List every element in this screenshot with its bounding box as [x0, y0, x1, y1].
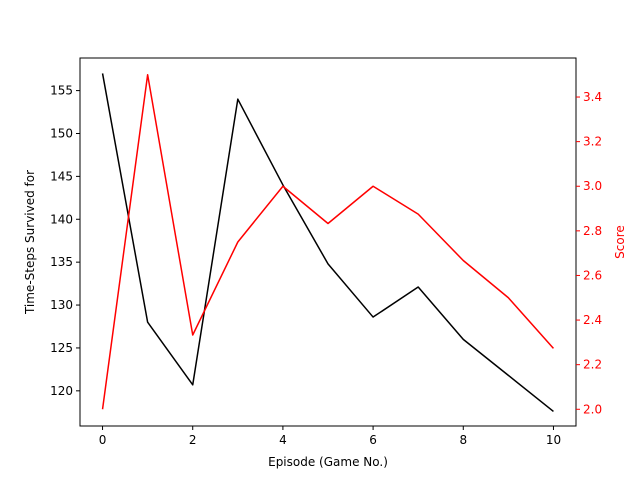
- left-y-tick-label: 140: [50, 212, 73, 226]
- left-y-tick-label: 125: [50, 341, 73, 355]
- axes-layer: 0 2 4 6 8 10 120 125 130 135 140 145 150 155 2.0 2.2 2.4…: [50, 57, 602, 447]
- x-tick-label: 2: [189, 433, 197, 447]
- x-axis-label: Episode (Game No.): [268, 455, 388, 469]
- plot-frame: [79, 57, 577, 427]
- x-tick-label: 10: [546, 433, 561, 447]
- left-y-tick-label: 135: [50, 255, 73, 269]
- left-y-tick-label: 155: [50, 84, 73, 98]
- time-steps-series-line: [101, 73, 554, 413]
- left-y-tick-label: 130: [50, 298, 73, 312]
- right-y-tick-label: 2.8: [583, 224, 602, 238]
- series-layer: [101, 73, 555, 413]
- right-y-tick-label: 3.2: [583, 135, 602, 149]
- score-series-line: [101, 73, 555, 410]
- right-y-tick-label: 2.2: [583, 358, 602, 372]
- right-y-tick-label: 2.0: [583, 402, 602, 416]
- x-tick-label: 0: [99, 433, 107, 447]
- right-y-tick-label: 3.4: [583, 90, 602, 104]
- x-tick-label: 6: [369, 433, 377, 447]
- right-y-axis-label: Score: [613, 225, 627, 259]
- right-y-tick-label: 2.6: [583, 268, 602, 282]
- left-y-axis-label: Time-Steps Survived for: [23, 170, 37, 315]
- left-y-tick-label: 120: [50, 384, 73, 398]
- left-y-tick-label: 150: [50, 126, 73, 140]
- right-y-tick-label: 3.0: [583, 179, 602, 193]
- x-tick-label: 8: [459, 433, 467, 447]
- right-y-tick-label: 2.4: [583, 313, 602, 327]
- left-y-tick-label: 145: [50, 169, 73, 183]
- x-tick-label: 4: [279, 433, 287, 447]
